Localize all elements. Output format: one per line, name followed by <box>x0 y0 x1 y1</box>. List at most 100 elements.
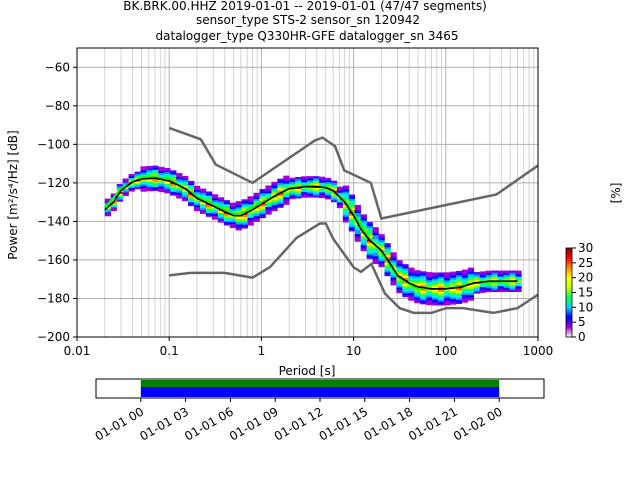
density-cell <box>378 234 385 237</box>
density-cell <box>426 293 433 296</box>
density-cell <box>295 176 302 180</box>
colorbar-tick-label: 25 <box>578 256 593 270</box>
density-cell <box>235 201 242 204</box>
density-cell <box>319 194 326 197</box>
density-cell <box>265 191 272 194</box>
density-cell <box>265 208 272 211</box>
density-cell <box>253 215 260 219</box>
density-cell <box>384 272 391 275</box>
density-cell <box>509 287 516 291</box>
density-cell <box>110 205 117 208</box>
density-cell <box>205 191 213 194</box>
density-cell <box>461 275 469 278</box>
density-cell <box>217 212 225 215</box>
density-cell <box>199 205 207 209</box>
density-cell <box>176 194 183 197</box>
density-cell <box>497 284 504 287</box>
density-cell <box>432 272 439 275</box>
density-cell <box>241 201 248 204</box>
density-cell <box>449 273 457 276</box>
x-ticks: 0.01 0.1 1 10 100 1000 <box>64 337 553 358</box>
density-cell <box>479 284 486 288</box>
density-cell <box>467 269 475 272</box>
density-cell <box>479 290 486 293</box>
density-cell <box>205 204 213 208</box>
density-cell <box>372 232 379 236</box>
density-cell <box>402 293 409 296</box>
density-cell <box>408 294 415 297</box>
density-cell <box>426 279 433 283</box>
density-cell <box>402 289 409 292</box>
density-cell <box>289 196 296 200</box>
density-cell <box>396 264 403 267</box>
density-cell <box>461 290 469 294</box>
density-cell <box>372 236 379 240</box>
density-cell <box>485 272 492 275</box>
density-cell <box>378 237 385 241</box>
density-cell <box>176 178 183 182</box>
density-cell <box>336 190 344 193</box>
density-cell <box>455 297 463 301</box>
density-cell <box>402 291 409 294</box>
density-cell <box>134 171 141 174</box>
density-cell <box>277 190 284 193</box>
density-cell <box>164 175 171 178</box>
density-cell <box>277 197 284 201</box>
coverage-tick-label: 01-01 15 <box>317 404 371 443</box>
density-cell <box>182 193 189 196</box>
density-cell <box>378 257 385 260</box>
density-cell <box>360 214 367 217</box>
density-cell <box>485 278 492 281</box>
density-cell <box>449 298 457 301</box>
density-cell <box>461 271 469 274</box>
density-cell <box>354 212 361 215</box>
coverage-tick-label: 01-01 09 <box>227 404 281 443</box>
density-cell <box>188 194 195 197</box>
density-cell <box>110 206 117 210</box>
density-cell <box>170 191 177 194</box>
density-cell <box>354 237 361 240</box>
density-cell <box>313 179 320 183</box>
density-cell <box>199 196 207 199</box>
density-cell <box>259 214 266 217</box>
density-cell <box>277 195 284 199</box>
density-cell <box>443 295 451 298</box>
density-cell <box>354 204 361 208</box>
density-cell <box>449 275 457 278</box>
density-cell <box>438 276 445 279</box>
density-cell <box>360 245 367 248</box>
density-cell <box>253 208 260 211</box>
density-cell <box>372 234 379 238</box>
density-cell <box>235 208 242 212</box>
density-cell <box>307 191 314 194</box>
density-cell <box>182 191 189 194</box>
density-cell <box>164 191 171 194</box>
density-cell <box>313 183 320 187</box>
density-cell <box>461 277 469 280</box>
density-cell <box>378 245 385 248</box>
density-cell <box>330 198 338 201</box>
density-cell <box>348 213 356 217</box>
density-cell <box>479 282 486 286</box>
density-cell <box>116 195 123 198</box>
density-cell <box>366 231 373 234</box>
density-cell <box>467 273 475 276</box>
density-cell <box>223 203 231 207</box>
density-cell <box>313 181 320 185</box>
density-cell <box>420 271 427 274</box>
density-cell <box>283 200 290 203</box>
density-cell <box>164 181 171 184</box>
density-cell <box>455 301 463 304</box>
density-cell <box>188 184 195 187</box>
density-cell <box>420 284 427 287</box>
density-cell <box>253 192 260 195</box>
density-cell <box>372 250 379 253</box>
density-cell <box>158 188 165 191</box>
density-cell <box>152 171 159 174</box>
density-cell <box>128 173 135 177</box>
density-cell <box>199 204 207 207</box>
density-cell <box>473 272 481 275</box>
probability-density <box>104 165 522 306</box>
density-cell <box>319 190 326 193</box>
